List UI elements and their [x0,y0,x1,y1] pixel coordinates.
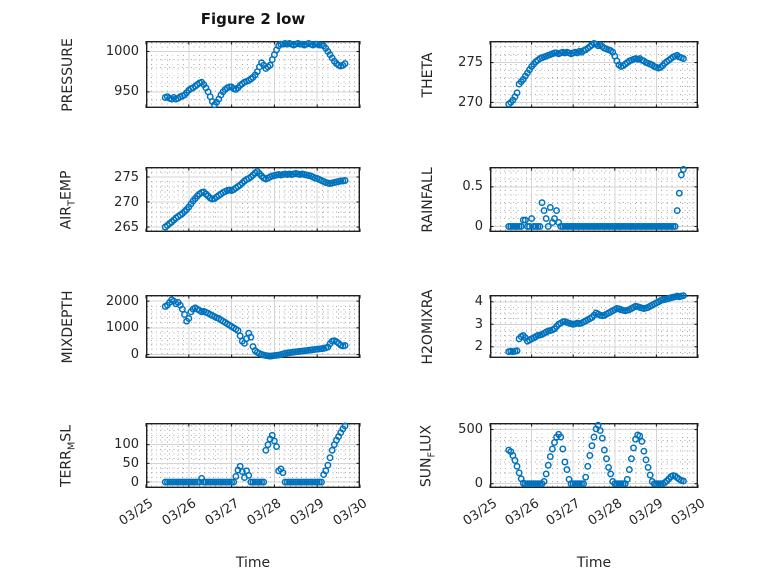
x-tick-label: 03/27 [543,496,584,529]
y-tick-label-mixdepth: 0 [130,347,139,363]
data-points [505,165,687,230]
y-axis-label-theta: THETA [420,52,436,97]
time-axis-label-right: Time [576,555,612,571]
subplot-mixdepth: 0 1000 2000 MIXDEPTH [60,290,361,363]
y-tick-label-theta: 275 [458,55,483,71]
subplot-h2omixra: 2 3 4 H2OMIXRA [420,289,699,364]
axes-frame [145,40,361,108]
plot-canvas-airtemp [145,166,361,232]
y-tick-label-sunflux: 500 [458,422,483,437]
data-points [161,168,349,231]
x-tick-label: 03/26 [502,496,542,529]
subplot-rainfall: 0 0.5 RAINFALL [420,165,699,234]
axes-frame [145,422,361,488]
x-tick-label: 03/30 [668,496,709,529]
axes-frame [145,166,361,232]
data-points [161,422,349,486]
y-tick-label-h2omixra: 2 [474,339,483,355]
grid [491,168,697,231]
y-tick-label-pressure: 950 [114,84,139,100]
y-axis-label-mixdepth: MIXDEPTH [60,290,76,363]
x-tick-label: 03/29 [287,496,328,529]
data-points [505,39,687,108]
y-axis-label-terrmsl: TERRMSL [58,424,78,487]
subplot-theta: 270 275 THETA [420,39,699,110]
plot-canvas-sunflux [489,421,699,488]
data-points [161,296,349,360]
y-axis-label-h2omixra: H2OMIXRA [420,289,436,364]
x-tick-label: 03/26 [159,496,199,529]
axes-frame [145,294,361,358]
y-tick-label-terrmsl: 0 [130,474,139,490]
x-tick-label: 03/30 [330,496,371,529]
y-tick-label-sunflux: 0 [474,476,483,492]
y-tick-label-terrmsl: 100 [114,437,139,453]
y-tick-label-rainfall: 0 [474,218,483,234]
x-tick-label: 03/25 [460,496,501,529]
grid [147,168,359,231]
plot-canvas-pressure [145,39,361,109]
x-tick-label: 03/29 [626,496,667,529]
grid [147,42,359,107]
x-tick-label: 03/28 [585,496,625,529]
x-tick-label: 03/27 [202,496,242,529]
data-points [505,421,687,488]
y-tick-label-airtemp: 265 [114,219,139,235]
y-axis-label-airtemp: AIRTEMP [58,170,78,229]
subplot-pressure: 950 1000 PRESSURE [60,38,361,111]
plot-canvas-mixdepth [145,294,361,360]
subplot-sunflux: 0 500 SUNFLUX 03/25 03/26 03/27 03/28 03/29 03/3… [419,421,708,529]
figure-title: Figure 2 low [200,10,306,28]
y-tick-label-pressure: 1000 [105,43,139,59]
grid [147,424,359,487]
y-tick-label-terrmsl: 50 [122,455,139,471]
y-tick-label-h2omixra: 3 [474,316,483,332]
y-tick-label-rainfall: 0.5 [462,179,483,195]
grid [491,42,697,107]
subplot-airtemp: 265 270 275 AIRTEMP [59,166,361,235]
grid [491,296,697,357]
y-axis-label-pressure: PRESSURE [60,37,76,112]
y-tick-label-airtemp: 275 [114,169,139,185]
plot-canvas-rainfall [489,165,699,232]
grid [147,296,359,357]
x-tick-label: 03/25 [116,496,157,529]
y-tick-label-mixdepth: 2000 [105,293,139,309]
axes-frame [489,294,699,358]
y-tick-label-theta: 270 [458,94,483,110]
plot-canvas-theta [489,39,699,108]
y-axis-label-rainfall: RAINFALL [420,166,436,233]
subplot-terrmsl: 0 50 100 TERRMSL 03/25 03/26 03/27 03/28 03/29 03… [59,422,370,529]
plot-canvas-h2omixra [489,292,699,358]
y-tick-label-airtemp: 270 [114,194,139,210]
data-points [161,39,349,109]
axes-frame [489,166,699,232]
axes-frame [489,422,699,488]
y-axis-label-sunflux: SUNFLUX [418,424,438,487]
time-axis-label-left: Time [235,555,271,571]
plot-canvas-terrmsl [145,422,361,488]
y-tick-label-h2omixra: 4 [474,294,483,310]
x-tick-label: 03/28 [244,496,285,529]
y-tick-label-mixdepth: 1000 [105,320,139,336]
data-points [505,292,687,356]
